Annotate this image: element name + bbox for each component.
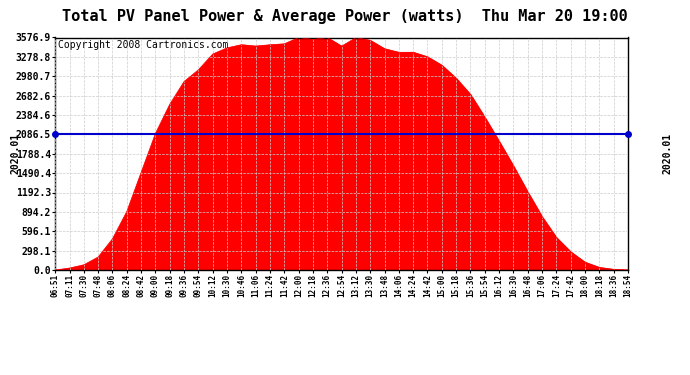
Text: 2020.01: 2020.01 — [10, 133, 20, 174]
Text: 2020.01: 2020.01 — [663, 133, 673, 174]
Text: Copyright 2008 Cartronics.com: Copyright 2008 Cartronics.com — [58, 40, 228, 50]
Text: Total PV Panel Power & Average Power (watts)  Thu Mar 20 19:00: Total PV Panel Power & Average Power (wa… — [62, 9, 628, 24]
